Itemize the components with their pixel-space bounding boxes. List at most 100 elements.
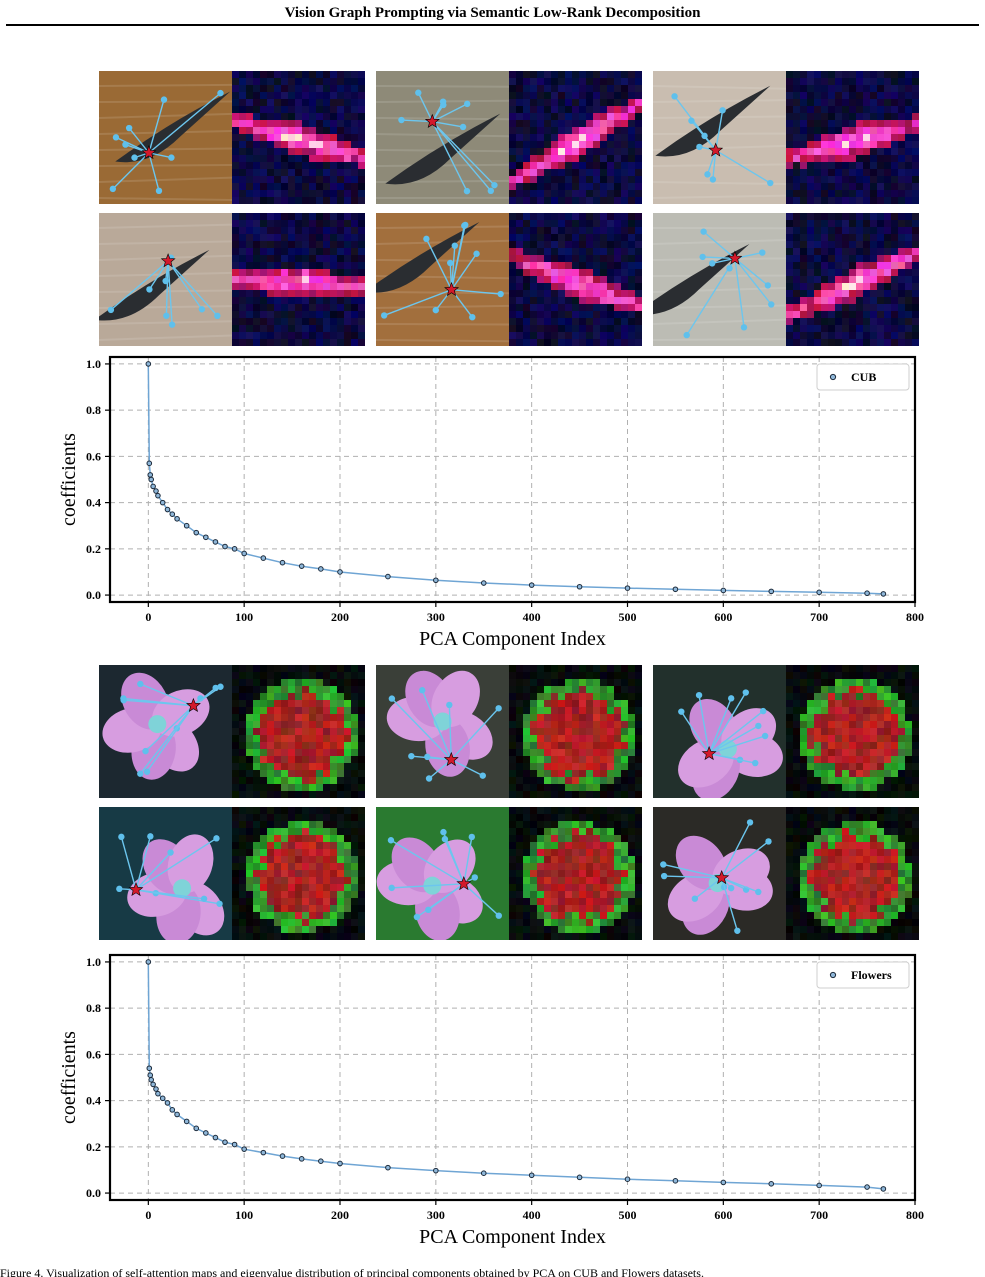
cub-data-point <box>298 563 305 569</box>
graph-edge <box>450 225 466 290</box>
figure-caption: Figure 4. Visualization of self-attentio… <box>0 1267 704 1277</box>
flowers-x-tick-label: 700 <box>810 1208 828 1222</box>
graph-edge <box>112 152 150 190</box>
cub-data-point <box>480 580 487 586</box>
graph-node-icon <box>388 884 395 892</box>
page-title: Vision Graph Prompting via Semantic Low-… <box>284 5 701 21</box>
flowers-data-point <box>148 1077 155 1083</box>
graph-node-icon <box>464 100 471 108</box>
graph-edge <box>167 260 173 325</box>
cub-data-point <box>433 577 439 584</box>
flower-attention-map-5 <box>509 807 642 940</box>
graph-edge <box>110 260 169 311</box>
graph-node-icon <box>463 187 471 195</box>
cub-legend-label: CUB <box>851 370 876 384</box>
flowers-y-axis-label: coefficients <box>58 1031 80 1124</box>
cub-data-point <box>169 511 176 517</box>
bird-attention-map-3 <box>786 71 919 204</box>
bird-attention-map-6 <box>786 213 919 346</box>
graph-edge <box>165 260 169 316</box>
cub-y-tick-label: 0.4 <box>86 496 101 510</box>
graph-node-icon <box>727 884 735 892</box>
graph-node-icon <box>727 695 735 702</box>
graph-node-icon <box>116 885 123 893</box>
cub-data-point <box>279 559 286 566</box>
flowers-x-tick-label: 0 <box>145 1208 151 1222</box>
flowers-data-point <box>241 1146 247 1152</box>
graph-edge <box>702 256 735 260</box>
flowers-plot-frame <box>108 953 917 1202</box>
graph-node-icon <box>699 253 706 261</box>
graph-edge <box>432 120 464 128</box>
cub-data-point <box>150 483 156 490</box>
flowers-data-point <box>576 1174 583 1181</box>
graph-node-icon <box>761 732 769 740</box>
graph-edge <box>708 710 764 755</box>
graph-edge <box>135 836 152 890</box>
red-star-icon <box>701 745 717 761</box>
graph-node-icon <box>734 927 741 934</box>
cub-data-point <box>880 591 887 597</box>
graph-node-icon <box>137 770 144 777</box>
graph-edge <box>390 839 465 885</box>
cub-data-point <box>146 460 153 467</box>
cub-data-point <box>212 539 219 545</box>
graph-edge <box>694 877 723 900</box>
water-ripple <box>653 318 786 325</box>
flowers-y-tick-label: 0.6 <box>86 1047 101 1061</box>
water-ripple <box>653 99 786 103</box>
red-star-icon <box>128 881 144 897</box>
graph-node-icon <box>109 185 117 193</box>
graph-node-icon <box>495 912 502 919</box>
graph-node-icon <box>112 134 120 141</box>
cub-series-line <box>147 363 884 595</box>
graph-edge <box>391 883 464 889</box>
graph-node-icon <box>491 181 498 189</box>
graph-node-icon <box>479 772 486 779</box>
graph-node-icon <box>143 768 151 775</box>
cub-data-point <box>672 586 679 593</box>
graph-node-icon <box>137 680 144 688</box>
flower-center <box>173 879 192 898</box>
flower-center <box>148 715 167 734</box>
water-ripple <box>376 304 509 309</box>
water-ripple <box>99 83 232 87</box>
cub-x-tick-label: 600 <box>714 610 732 624</box>
bird-silhouette <box>653 244 750 315</box>
graph-edge <box>148 152 172 159</box>
graph-edge <box>463 836 473 884</box>
cub-data-point <box>203 534 209 541</box>
graph-edge <box>431 121 495 186</box>
flower-attention-map-2 <box>509 665 642 798</box>
graph-edge <box>734 257 769 286</box>
graph-edge <box>698 695 710 754</box>
red-star-icon <box>443 751 459 767</box>
graph-edge <box>427 883 465 911</box>
flowers-legend-label: Flowers <box>851 968 892 982</box>
flowers-data-point <box>385 1164 391 1171</box>
graph-edge <box>721 877 738 931</box>
flower-attention-map-4 <box>232 807 365 940</box>
graph-node-icon <box>419 687 426 694</box>
flowers-y-tick-label: 1.0 <box>86 955 101 969</box>
graph-edge <box>703 231 736 259</box>
water-ripple <box>653 304 786 309</box>
graph-edge <box>431 103 468 123</box>
graph-node-icon <box>746 819 754 826</box>
graph-node-icon <box>413 913 421 921</box>
graph-node-icon <box>387 837 395 844</box>
graph-edge <box>708 725 759 755</box>
graph-edge <box>708 753 756 764</box>
graph-node-icon <box>487 187 495 195</box>
graph-edge <box>431 121 468 192</box>
graph-node-icon <box>700 228 707 235</box>
water-ripple <box>99 147 232 151</box>
flower-center <box>718 739 737 758</box>
flowers-chart: 0 100 200 300 400 500 600 700 800 0.0 0.2 0.4 0.6 0.8… <box>55 950 925 1250</box>
graph-edge <box>712 257 736 265</box>
graph-edge <box>450 253 478 291</box>
cub-data-point <box>147 472 154 478</box>
graph-edge <box>663 863 722 879</box>
cub-y-tick-label: 0.0 <box>86 588 101 602</box>
flower-petal <box>152 689 210 737</box>
